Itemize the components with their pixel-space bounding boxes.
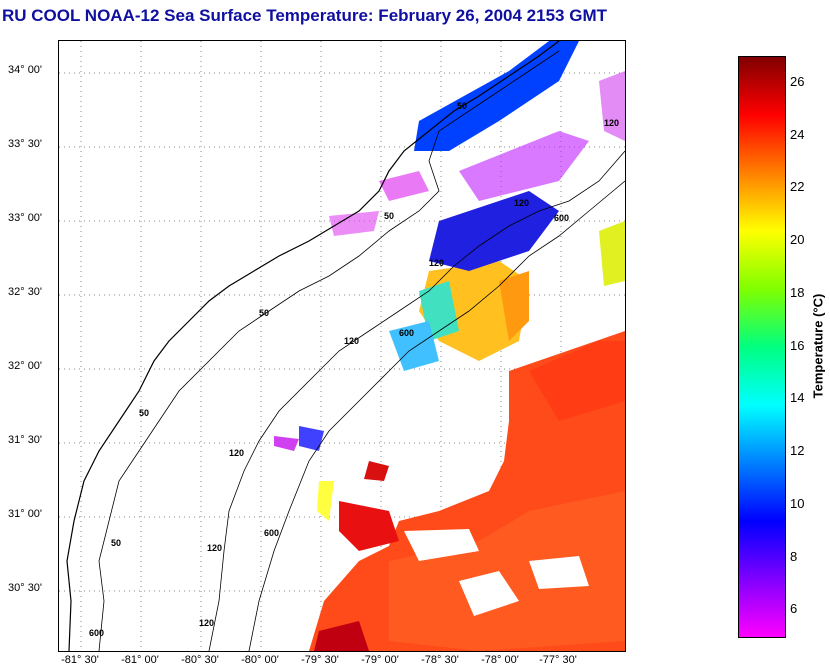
isobath-label: 50 (139, 408, 149, 418)
colorbar-tick: 22 (790, 179, 805, 194)
lon-tick-label: -81° 30' (61, 654, 99, 666)
isobath-label: 120 (514, 198, 529, 208)
colorbar-tick: 24 (790, 127, 805, 142)
lon-tick-label: -77° 30' (539, 654, 577, 666)
lat-tick-label: 31° 30' (8, 434, 43, 446)
isobath-label: 50 (111, 538, 121, 548)
isobath-120 (208, 150, 625, 651)
lon-tick-label: -79° 30' (301, 654, 339, 666)
colorbar-tick: 10 (790, 496, 805, 511)
isobath-label: 120 (429, 258, 444, 268)
isobath-label: 120 (207, 543, 222, 553)
isobath-label: 50 (384, 211, 394, 221)
isobath-label: 120 (229, 448, 244, 458)
colorbar-tick: 18 (790, 285, 805, 300)
isobath-label: 600 (554, 213, 569, 223)
isobath-label: 50 (259, 308, 269, 318)
lat-tick-label: 31° 00' (8, 508, 43, 520)
lat-tick-label: 30° 30' (8, 582, 43, 594)
isobath-label: 600 (264, 528, 279, 538)
lon-tick-label: -80° 30' (181, 654, 219, 666)
sst-map: 50 50 50 50 50 120 120 120 120 120 120 6… (58, 40, 626, 652)
coastline (66, 41, 560, 651)
sst-cold-region (274, 41, 625, 451)
colorbar-tick: 12 (790, 443, 805, 458)
isobath-label: 600 (89, 628, 104, 638)
isobath-label: 120 (344, 336, 359, 346)
lat-tick-label: 33° 30' (8, 138, 43, 150)
isobath-600 (248, 180, 625, 651)
colorbar-tick: 6 (790, 601, 798, 616)
colorbar-tick: 14 (790, 390, 805, 405)
sst-warm-region (309, 331, 625, 651)
sst-map-canvas: 50 50 50 50 50 120 120 120 120 120 120 6… (59, 41, 625, 651)
isobath-labels: 50 50 50 50 50 120 120 120 120 120 120 6… (89, 101, 619, 638)
map-title: RU COOL NOAA-12 Sea Surface Temperature:… (2, 6, 607, 25)
lon-tick-label: -78° 00' (481, 654, 519, 666)
isobath-50 (98, 50, 560, 651)
colorbar-tick: 20 (790, 232, 805, 247)
isobath-label: 120 (199, 618, 214, 628)
colorbar-tick: 16 (790, 338, 805, 353)
colorbar-tick: 8 (790, 549, 798, 564)
sst-mid-region (317, 221, 625, 521)
lat-tick-label: 33° 00' (8, 212, 43, 224)
lon-tick-label: -78° 30' (421, 654, 459, 666)
isobath-label: 600 (399, 328, 414, 338)
colorbar-tick: 26 (790, 74, 805, 89)
lon-tick-label: -81° 00' (121, 654, 159, 666)
temperature-colorbar (738, 56, 786, 638)
isobath-label: 120 (604, 118, 619, 128)
lon-tick-label: -79° 00' (361, 654, 399, 666)
lon-tick-label: -80° 00' (241, 654, 279, 666)
lat-tick-label: 34° 00' (8, 64, 43, 76)
colorbar-label: Temperature (°C) (810, 293, 826, 399)
lat-tick-label: 32° 00' (8, 360, 43, 372)
isobath-label: 50 (457, 101, 467, 111)
lat-tick-label: 32° 30' (8, 286, 43, 298)
